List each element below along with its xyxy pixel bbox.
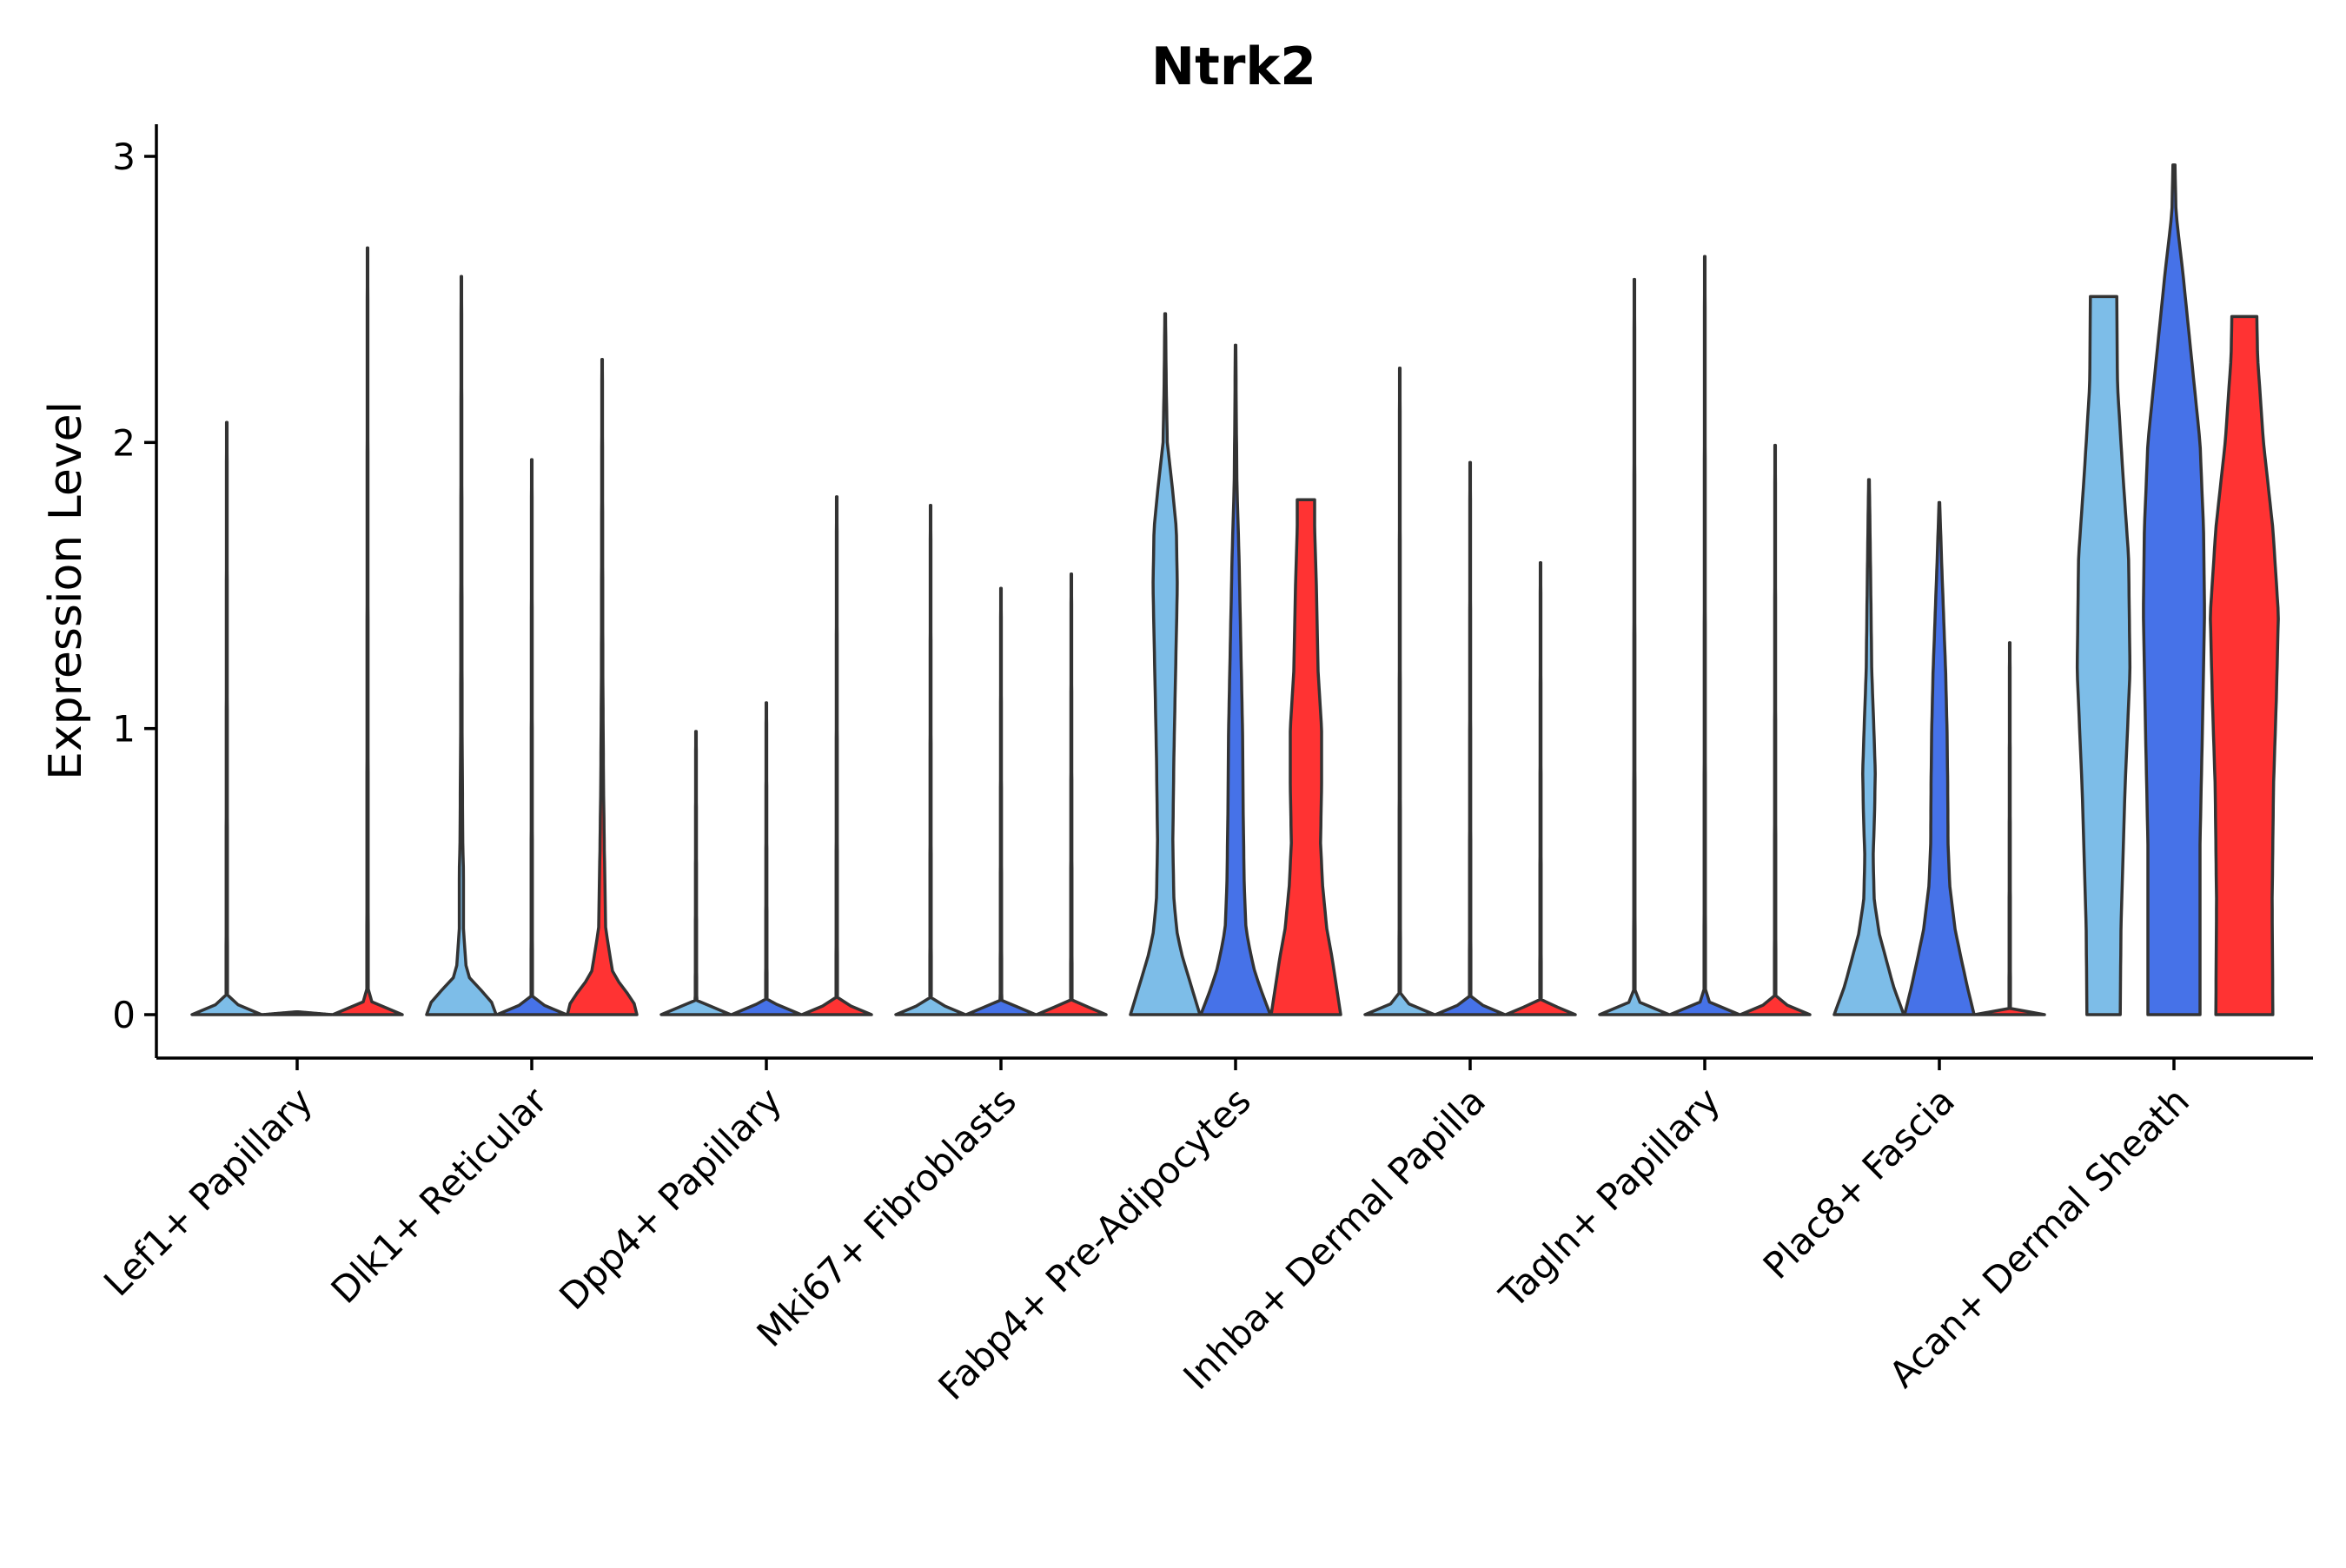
y-tick-label: 1 (112, 708, 136, 751)
violin-2-dlk1-reticular (495, 458, 568, 1016)
violin-1-mki67-fibroblasts (894, 504, 967, 1016)
violin-1-dlk1-reticular (425, 275, 498, 1016)
violin-3-acan-dermal-sheath (2209, 314, 2280, 1016)
violin-3-tagln-papillary (1739, 443, 1812, 1016)
violin-3-dlk1-reticular (566, 358, 639, 1016)
violin-2-dpp4-papillary (730, 701, 803, 1016)
violin-1-lef1-papillary (190, 420, 263, 1016)
x-tick-label: Dpp4+ Papillary (551, 1079, 790, 1318)
x-tick-label: Tagln+ Papillary (1491, 1079, 1728, 1316)
ticks-layer: 0 1 2 3 Lef1+ Papillary Dlk1+ ReticularDpp4+ … (96, 136, 2197, 1408)
violin-1-fabp4-pre-adipocytes (1129, 312, 1202, 1016)
chart-title: Ntrk2 (1151, 36, 1316, 97)
y-tick-label: 2 (112, 421, 136, 464)
x-tick-label: Mki67+ Fibroblasts (749, 1079, 1024, 1354)
violin-1-dpp4-papillary (659, 730, 732, 1016)
violin-1-inhba-dermal-papilla (1363, 366, 1436, 1016)
violin-3-fabp4-pre-adipocytes (1269, 498, 1342, 1016)
y-tick-label: 3 (112, 136, 136, 178)
violin-1-acan-dermal-sheath (2075, 294, 2132, 1016)
y-tick-label: 0 (112, 994, 136, 1036)
violin-3-mki67-fibroblasts (1035, 572, 1108, 1016)
violin-2-lef1-papillary (261, 1009, 334, 1016)
violins-layer (190, 163, 2280, 1016)
violin-2-plac8-fascia (1903, 500, 1976, 1016)
violin-2-fabp4-pre-adipocytes (1199, 343, 1272, 1016)
x-tick-label: Lef1+ Papillary (96, 1079, 321, 1304)
violin-2-mki67-fibroblasts (964, 586, 1037, 1016)
x-tick-label: Dlk1+ Reticular (323, 1079, 556, 1312)
y-axis-label: Expression Level (40, 401, 92, 780)
violin-2-acan-dermal-sheath (2142, 163, 2206, 1016)
x-tick-label: Plac8+ Fascia (1755, 1079, 1963, 1287)
violin-1-tagln-papillary (1598, 277, 1671, 1016)
violin-1-plac8-fascia (1832, 478, 1905, 1016)
violin-3-plac8-fascia (1973, 641, 2046, 1016)
violin-3-lef1-papillary (331, 246, 404, 1016)
violin-2-inhba-dermal-papilla (1434, 460, 1507, 1016)
violin-3-dpp4-papillary (800, 495, 873, 1016)
violin-2-tagln-papillary (1668, 255, 1741, 1016)
violin-3-inhba-dermal-papilla (1504, 560, 1577, 1016)
